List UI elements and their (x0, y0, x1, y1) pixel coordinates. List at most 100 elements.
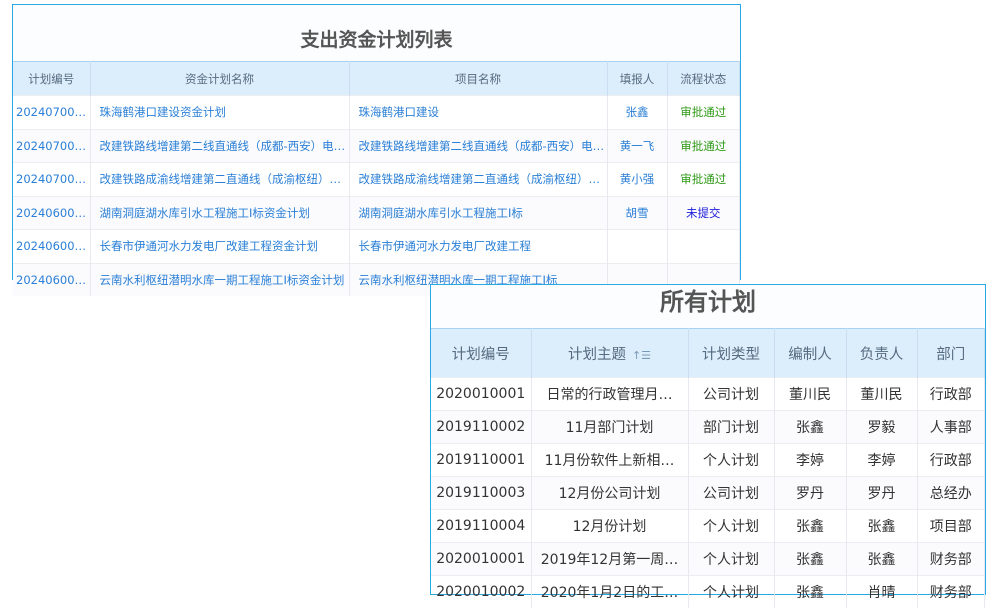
project-name-link[interactable]: 改建铁路成渝线增建第二直通线（成渝枢纽）… (349, 163, 607, 197)
reporter-cell: 黄小强 (607, 163, 667, 197)
plan-name-link[interactable]: 长春市伊通河水力发电厂改建工程资金计划 (90, 230, 349, 264)
plan-id-cell: 2020010002 (431, 576, 531, 608)
plan-id-cell: 2019110001 (431, 444, 531, 477)
plan-type-cell: 部门计划 (688, 411, 774, 444)
expense-plan-list-panel: 支出资金计划列表 计划编号资金计划名称项目名称填报人流程状态 202407000… (12, 4, 741, 280)
column-header-label: 计划编号 (452, 347, 510, 363)
owner-cell: 董川民 (846, 378, 917, 411)
plan-type-cell: 个人计划 (688, 510, 774, 543)
column-header[interactable]: 资金计划名称 (90, 62, 349, 96)
department-cell: 行政部 (917, 378, 985, 411)
owner-cell: 李婷 (846, 444, 917, 477)
plan-type-cell: 个人计划 (688, 576, 774, 608)
owner-cell: 罗丹 (846, 477, 917, 510)
plan-name-link[interactable]: 改建铁路成渝线增建第二直通线（成渝枢纽）… (90, 163, 349, 197)
plan-name-link[interactable]: 湖南洞庭湖水库引水工程施工I标资金计划 (90, 196, 349, 230)
owner-cell: 罗毅 (846, 411, 917, 444)
column-header[interactable]: 流程状态 (667, 62, 740, 96)
project-name-link[interactable]: 湖南洞庭湖水库引水工程施工I标 (349, 196, 607, 230)
author-cell: 张鑫 (774, 411, 846, 444)
page-title: 支出资金计划列表 (13, 5, 740, 61)
column-header[interactable]: 负责人 (846, 329, 917, 378)
plan-id-cell: 2024070003 (13, 96, 90, 130)
plan-subject-cell: 11月部门计划 (531, 411, 688, 444)
status-cell: 审批通过 (667, 96, 740, 130)
plan-id-cell: 2019110002 (431, 411, 531, 444)
reporter-cell: 黄一飞 (607, 129, 667, 163)
reporter-cell (607, 230, 667, 264)
author-cell: 罗丹 (774, 477, 846, 510)
department-cell: 项目部 (917, 510, 985, 543)
department-cell: 财务部 (917, 576, 985, 608)
column-header-label: 编制人 (788, 347, 832, 363)
author-cell: 李婷 (774, 444, 846, 477)
page-title: 所有计划 (431, 285, 985, 328)
project-name-link[interactable]: 珠海鹤港口建设 (349, 96, 607, 130)
plan-id-cell: 2024060011 (13, 196, 90, 230)
department-cell: 总经办 (917, 477, 985, 510)
project-name-link[interactable]: 改建铁路线增建第二线直通线（成都-西安）电… (349, 129, 607, 163)
column-header[interactable]: 计划主题 ↑☰ (531, 329, 688, 378)
column-header[interactable]: 项目名称 (349, 62, 607, 96)
plan-type-cell: 个人计划 (688, 543, 774, 576)
plan-id-cell: 2020010001 (431, 378, 531, 411)
reporter-cell: 张鑫 (607, 96, 667, 130)
plan-id-cell: 2024070002 (13, 129, 90, 163)
status-cell (667, 230, 740, 264)
plan-type-cell: 公司计划 (688, 477, 774, 510)
plan-id-cell: 2024060009 (13, 263, 90, 296)
column-header-label: 计划类型 (702, 347, 760, 363)
department-cell: 行政部 (917, 444, 985, 477)
status-cell: 未提交 (667, 196, 740, 230)
plan-name-link[interactable]: 改建铁路线增建第二线直通线（成都-西安）电… (90, 129, 349, 163)
plan-subject-cell: 12月份计划 (531, 510, 688, 543)
owner-cell: 张鑫 (846, 510, 917, 543)
header-row: 计划编号资金计划名称项目名称填报人流程状态 (13, 62, 740, 96)
plan-id-cell: 2024070001 (13, 163, 90, 197)
plan-id-cell: 2024060010 (13, 230, 90, 264)
status-cell: 审批通过 (667, 129, 740, 163)
column-header[interactable]: 编制人 (774, 329, 846, 378)
column-header[interactable]: 计划编号 (431, 329, 531, 378)
plan-subject-cell: 2020年1月2日的工… (531, 576, 688, 608)
column-header[interactable]: 填报人 (607, 62, 667, 96)
plan-name-link[interactable]: 珠海鹤港口建设资金计划 (90, 96, 349, 130)
plan-id-cell: 2019110004 (431, 510, 531, 543)
plan-subject-cell: 12月份公司计划 (531, 477, 688, 510)
header-row: 计划编号 计划主题 ↑☰ 计划类型 编制人 负责人 部门 (431, 329, 985, 378)
column-header[interactable]: 计划类型 (688, 329, 774, 378)
column-header-label: 计划主题 (568, 347, 626, 363)
plan-id-cell: 2020010001 (431, 543, 531, 576)
plan-subject-cell: 2019年12月第一周… (531, 543, 688, 576)
plan-name-link[interactable]: 云南水利枢纽潜明水库一期工程施工I标资金计划 (90, 263, 349, 296)
column-header-label: 部门 (936, 347, 965, 363)
department-cell: 财务部 (917, 543, 985, 576)
owner-cell: 张鑫 (846, 543, 917, 576)
plan-subject-cell: 11月份软件上新相… (531, 444, 688, 477)
plan-id-cell: 2019110003 (431, 477, 531, 510)
plan-type-cell: 个人计划 (688, 444, 774, 477)
status-cell: 审批通过 (667, 163, 740, 197)
column-header-label: 负责人 (860, 347, 904, 363)
column-header[interactable]: 计划编号 (13, 62, 90, 96)
reporter-cell: 胡雪 (607, 196, 667, 230)
project-name-link[interactable]: 长春市伊通河水力发电厂改建工程 (349, 230, 607, 264)
sort-ascending-icon[interactable]: ↑☰ (632, 349, 651, 362)
author-cell: 张鑫 (774, 510, 846, 543)
column-header[interactable]: 部门 (917, 329, 985, 378)
